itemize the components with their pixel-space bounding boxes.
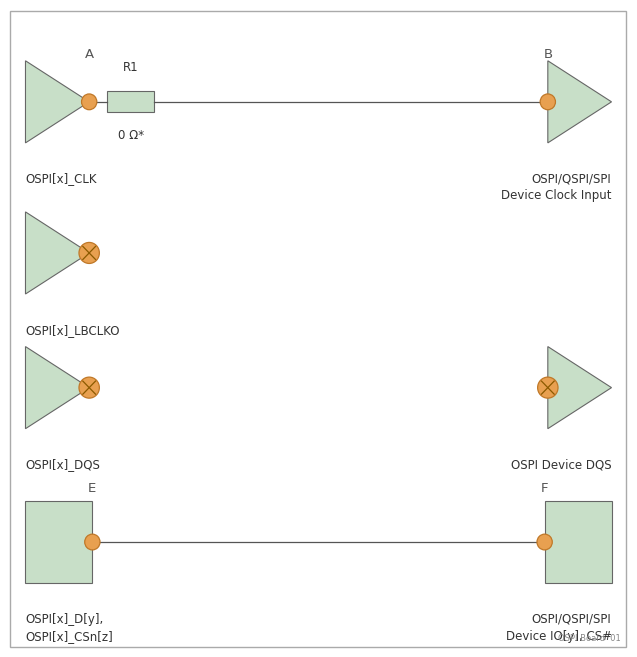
Polygon shape [25,61,89,143]
Bar [545,501,612,583]
Circle shape [537,534,552,550]
Circle shape [540,94,555,110]
Text: B: B [543,48,552,61]
Circle shape [79,242,99,263]
Circle shape [538,377,558,398]
Polygon shape [548,347,612,429]
Circle shape [82,94,97,110]
Bar [107,91,155,112]
Text: OSPI[x]_CLK: OSPI[x]_CLK [25,173,97,185]
Text: OSPI[x]_LBCLKO: OSPI[x]_LBCLKO [25,324,120,336]
Bar [25,501,92,583]
Text: OSPI/QSPI/SPI
Device Clock Input: OSPI/QSPI/SPI Device Clock Input [501,173,612,202]
Text: E: E [89,482,96,495]
Polygon shape [25,347,89,429]
Text: OSPI[x]_DQS: OSPI[x]_DQS [25,459,101,471]
Text: R1: R1 [123,61,138,74]
Polygon shape [548,61,612,143]
Text: F: F [541,482,548,495]
Text: OSPI[x]_D[y],
OSPI[x]_CSn[z]: OSPI[x]_D[y], OSPI[x]_CSn[z] [25,612,113,643]
Text: OSPI Board  01: OSPI Board 01 [558,633,621,643]
Text: A: A [85,48,94,61]
Text: OSPI Device DQS: OSPI Device DQS [511,459,612,471]
Polygon shape [25,212,89,294]
Circle shape [79,377,99,398]
Text: OSPI/QSPI/SPI
Device IO[y], CS#: OSPI/QSPI/SPI Device IO[y], CS# [506,612,612,643]
Circle shape [85,534,100,550]
Text: 0 Ω*: 0 Ω* [117,129,144,143]
